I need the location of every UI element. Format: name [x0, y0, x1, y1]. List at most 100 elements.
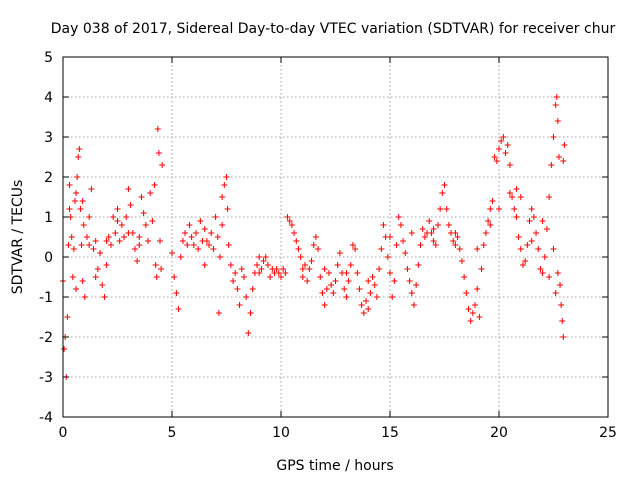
data-point: [159, 162, 166, 168]
data-point: [491, 154, 498, 160]
data-point: [558, 302, 565, 308]
data-point: [203, 238, 210, 244]
data-point: [443, 206, 450, 212]
data-point: [299, 266, 306, 272]
data-point: [336, 250, 343, 256]
data-point: [227, 262, 234, 268]
data-point: [537, 266, 544, 272]
data-point: [273, 266, 280, 272]
x-axis-label: GPS time / hours: [276, 458, 393, 474]
data-point: [553, 94, 560, 100]
data-point: [118, 222, 125, 228]
data-point: [328, 282, 335, 288]
data-point: [140, 210, 147, 216]
data-point: [343, 270, 350, 276]
data-point: [249, 286, 256, 292]
data-point: [214, 234, 221, 240]
data-point: [478, 266, 485, 272]
data-point: [474, 246, 481, 252]
data-point: [125, 230, 132, 236]
data-point: [286, 218, 293, 224]
data-point: [552, 290, 559, 296]
data-point: [559, 318, 566, 324]
data-point: [526, 218, 533, 224]
data-point: [284, 214, 291, 220]
data-point: [71, 198, 78, 204]
data-point: [76, 146, 83, 152]
data-point: [280, 266, 287, 272]
data-point: [384, 254, 391, 260]
y-tick-label: 1: [44, 210, 53, 226]
data-point: [541, 254, 548, 260]
plot-frame: [62, 56, 609, 418]
data-point: [408, 230, 415, 236]
data-point: [450, 238, 457, 244]
data-point: [552, 102, 559, 108]
data-point: [264, 262, 271, 268]
data-point: [498, 138, 505, 144]
data-point: [397, 222, 404, 228]
data-point: [86, 214, 93, 220]
data-point: [153, 274, 160, 280]
data-point: [561, 142, 568, 148]
data-point: [275, 270, 282, 276]
data-point: [312, 234, 319, 240]
data-point: [212, 214, 219, 220]
data-point: [216, 254, 223, 260]
data-point: [391, 278, 398, 284]
data-point: [86, 242, 93, 248]
data-point: [195, 246, 202, 252]
grid-lines: [63, 57, 608, 417]
data-point: [308, 258, 315, 264]
data-point: [445, 222, 452, 228]
data-point: [234, 286, 241, 292]
data-point: [254, 262, 261, 268]
data-point: [334, 262, 341, 268]
data-point: [179, 238, 186, 244]
data-point: [378, 246, 385, 252]
data-point: [539, 270, 546, 276]
data-point: [157, 238, 164, 244]
data-point: [341, 286, 348, 292]
data-point: [528, 238, 535, 244]
data-point: [421, 234, 428, 240]
data-point: [99, 282, 106, 288]
data-point: [221, 182, 228, 188]
data-point: [77, 206, 84, 212]
data-point: [182, 230, 189, 236]
data-point: [367, 290, 374, 296]
data-point: [215, 310, 222, 316]
data-point: [452, 242, 459, 248]
data-point: [134, 258, 141, 264]
data-point: [90, 246, 97, 252]
data-point: [373, 294, 380, 300]
data-point: [236, 302, 243, 308]
data-point: [282, 270, 289, 276]
data-point: [223, 174, 230, 180]
data-point: [299, 274, 306, 280]
data-point: [511, 206, 518, 212]
x-tick-label: 0: [59, 425, 68, 441]
data-point: [145, 238, 152, 244]
y-tick-label: -1: [39, 290, 53, 306]
x-tick-label: 10: [272, 425, 290, 441]
y-tick-labels: -4 -3 -2 -1 0 1 2 3 4 5: [39, 50, 53, 426]
data-point: [149, 218, 156, 224]
data-point: [192, 230, 199, 236]
data-point: [260, 258, 267, 264]
data-point: [256, 270, 263, 276]
data-point: [358, 302, 365, 308]
data-point: [430, 238, 437, 244]
y-tick-label: 3: [44, 130, 53, 146]
data-point: [125, 186, 132, 192]
data-point: [136, 234, 143, 240]
data-point: [142, 222, 149, 228]
data-point: [432, 242, 439, 248]
data-point: [224, 206, 231, 212]
data-point: [173, 290, 180, 296]
data-point: [94, 266, 101, 272]
data-point: [500, 134, 507, 140]
x-tick-label: 25: [599, 425, 617, 441]
data-point: [321, 302, 328, 308]
data-point: [356, 286, 363, 292]
